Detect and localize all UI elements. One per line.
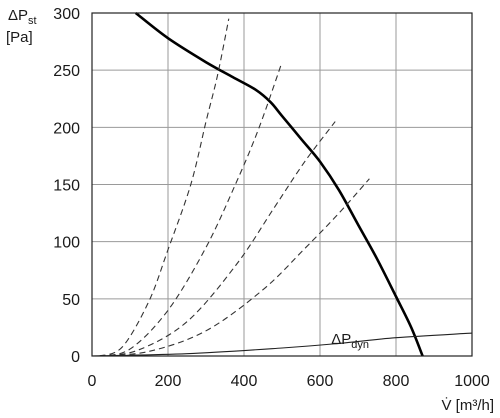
annotations: ΔPdyn bbox=[331, 331, 369, 351]
x-tick-label: 400 bbox=[231, 373, 258, 390]
system-curve bbox=[99, 18, 230, 357]
y-tick-label: 150 bbox=[53, 178, 80, 195]
grid bbox=[92, 13, 472, 356]
series bbox=[91, 11, 473, 357]
y-axis-unit: [Pa] bbox=[6, 29, 33, 46]
y-axis-label: ΔPst bbox=[8, 7, 37, 27]
x-tick-label: 1000 bbox=[454, 373, 490, 390]
y-tick-label: 50 bbox=[62, 292, 80, 309]
x-axis-label: V̇ [m³/h] bbox=[441, 397, 494, 414]
y-axis-label-sub: st bbox=[28, 15, 37, 27]
y-axis-label-main: ΔP bbox=[8, 7, 28, 24]
y-tick-label: 300 bbox=[53, 6, 80, 23]
y-tick-labels: 0 50 100 150 200 250 300 bbox=[53, 6, 80, 366]
system-curve bbox=[99, 178, 370, 357]
system-curve bbox=[99, 121, 336, 357]
y-tick-label: 200 bbox=[53, 120, 80, 137]
y-tick-label: 0 bbox=[71, 349, 80, 366]
plot-frame bbox=[91, 12, 473, 357]
annotation-sub: dyn bbox=[351, 339, 369, 351]
system-curve bbox=[99, 62, 283, 357]
dynamic-pressure-label: ΔPdyn bbox=[331, 331, 369, 351]
y-tick-label: 250 bbox=[53, 63, 80, 80]
x-tick-labels: 0 200 400 600 800 1000 bbox=[88, 373, 490, 390]
fan-curve bbox=[134, 11, 424, 357]
annotation-main: ΔP bbox=[331, 331, 351, 348]
x-tick-label: 600 bbox=[307, 373, 334, 390]
x-tick-label: 0 bbox=[88, 373, 97, 390]
y-tick-label: 100 bbox=[53, 235, 80, 252]
x-tick-label: 800 bbox=[383, 373, 410, 390]
x-tick-label: 200 bbox=[155, 373, 182, 390]
dynamic-pressure-curve bbox=[91, 332, 473, 357]
